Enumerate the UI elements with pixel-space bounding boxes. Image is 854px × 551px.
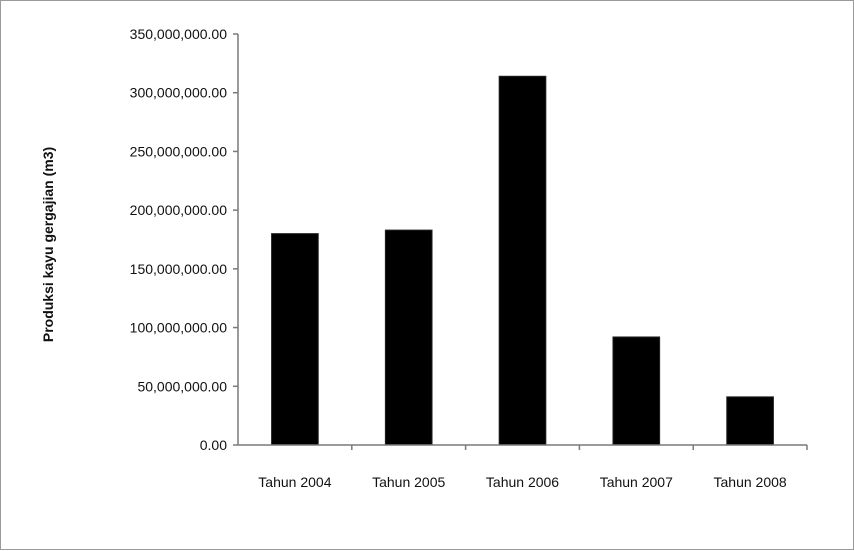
bars: [271, 75, 774, 446]
y-tick-label: 50,000,000.00: [137, 378, 227, 394]
y-tick-label: 300,000,000.00: [130, 85, 228, 101]
y-tick-label: 200,000,000.00: [130, 202, 228, 218]
bar-tahun-2007: [612, 336, 661, 446]
y-tick-label: 100,000,000.00: [130, 320, 228, 336]
x-axis-ticks: Tahun 2004 Tahun 2005 Tahun 2006 Tahun 2007…: [258, 445, 808, 490]
y-tick-label: 350,000,000.00: [130, 26, 228, 42]
bar-tahun-2006: [498, 75, 547, 446]
y-tick-label: 250,000,000.00: [130, 143, 228, 159]
y-axis-title: Produksi kayu gergajian (m3): [40, 147, 56, 342]
x-tick-label: Tahun 2004: [258, 474, 331, 490]
x-tick-label: Tahun 2008: [714, 474, 787, 490]
y-tick-label: 0.00: [200, 437, 227, 453]
y-tick-label: 150,000,000.00: [130, 261, 228, 277]
x-tick-label: Tahun 2007: [600, 474, 673, 490]
y-axis-ticks: 0.00 50,000,000.00 100,000,000.00 150,000,0…: [130, 26, 238, 453]
x-tick-label: Tahun 2005: [372, 474, 445, 490]
bar-tahun-2004: [271, 233, 319, 446]
x-tick-label: Tahun 2006: [486, 474, 559, 490]
bar-tahun-2008: [726, 396, 774, 446]
bar-tahun-2005: [384, 229, 433, 446]
